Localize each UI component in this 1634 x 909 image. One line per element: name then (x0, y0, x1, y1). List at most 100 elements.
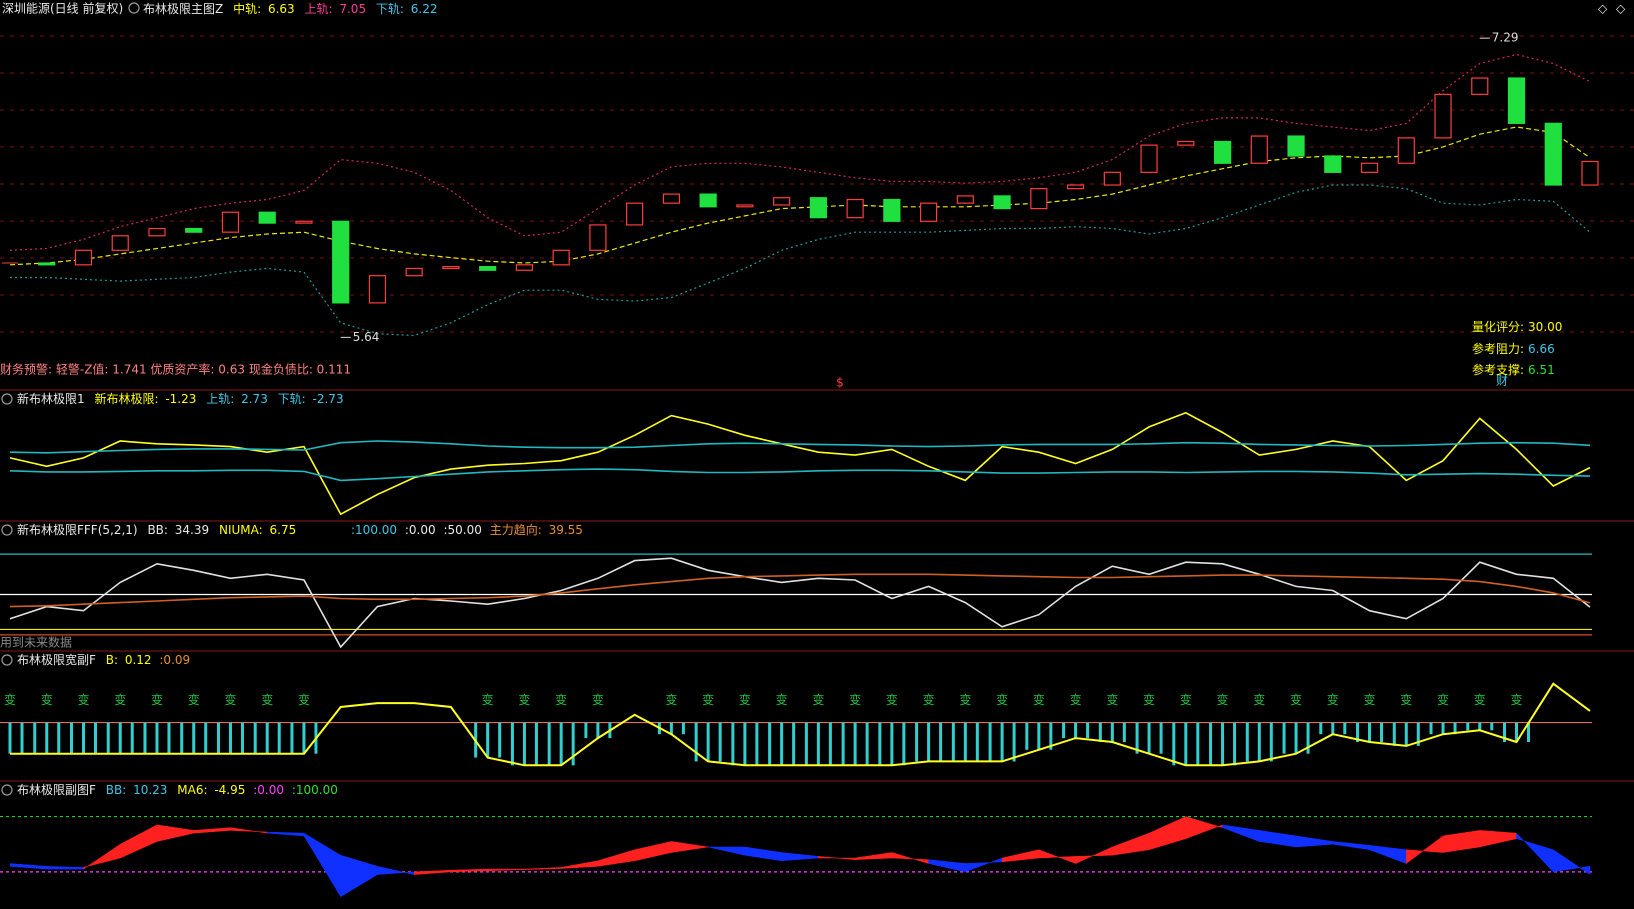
difference-area (340, 854, 378, 898)
width-bar (1147, 722, 1151, 754)
panel-legend: 布林极限宽副F B: 0.12 :0.09 (17, 652, 190, 667)
menu-icon[interactable] (1, 784, 13, 796)
width-bar (915, 722, 919, 762)
width-bar (706, 722, 710, 762)
candle (148, 227, 166, 237)
width-bar (792, 722, 796, 766)
width-bar (33, 722, 37, 754)
nav-arrow[interactable]: ◇ (1616, 2, 1626, 16)
width-bar (1049, 722, 1053, 750)
indicator-line (9, 411, 1591, 516)
change-marker: 变 (1327, 692, 1339, 707)
width-bar (743, 722, 747, 766)
candle (1250, 135, 1268, 164)
high-label: 7.29 (1492, 31, 1519, 45)
panel-title: 新布林极限FFF(5,2,1) (17, 522, 138, 537)
width-bar (571, 722, 575, 766)
legend-value: 34.39 (175, 523, 209, 537)
width-bar (216, 722, 220, 754)
width-bar (1515, 722, 1519, 742)
change-marker: 变 (1106, 692, 1118, 707)
width-bar (20, 722, 24, 754)
width-bar (1098, 722, 1102, 742)
difference-area (671, 841, 709, 853)
candle (993, 195, 1011, 210)
candle (442, 266, 460, 270)
width-bar (1159, 722, 1163, 754)
candle (1030, 188, 1048, 210)
width-bar (228, 722, 232, 754)
width-bar (1282, 722, 1286, 754)
change-marker: 变 (886, 692, 898, 707)
change-marker: 变 (1033, 692, 1045, 707)
width-bar (1392, 722, 1396, 746)
difference-area (524, 867, 562, 870)
width-bar (1012, 722, 1016, 762)
width-bar (1233, 722, 1237, 766)
panel-legend: 新布林极限FFF(5,2,1) BB: 34.39 NIUMA: 6.75 (17, 522, 296, 537)
width-bar (1331, 722, 1335, 735)
width-bar (1380, 722, 1384, 742)
width-bar (939, 722, 943, 762)
width-bar (277, 722, 281, 754)
menu-icon[interactable] (1, 654, 13, 666)
width-bar (510, 722, 514, 766)
change-marker: 变 (114, 692, 126, 707)
legend-label: B: (106, 653, 118, 667)
change-marker: 变 (1364, 692, 1376, 707)
width-bar (265, 722, 269, 754)
legend-value: :0.09 (159, 653, 190, 667)
legend-value: :100.00 (292, 783, 338, 797)
width-bar (1441, 722, 1445, 735)
nav-arrow[interactable]: ◇ (1598, 2, 1608, 16)
signal-marker: $ (836, 376, 844, 390)
panel-title: 新布林极限1 (17, 391, 85, 406)
info-line: 参考支撑: 6.51 (1472, 362, 1555, 377)
width-bar (118, 722, 122, 754)
width-bar (865, 722, 869, 766)
change-marker: 变 (776, 692, 788, 707)
indicator-line (9, 573, 1591, 608)
indicator-line (9, 557, 1591, 649)
difference-area (1442, 830, 1481, 853)
width-bar (1306, 722, 1310, 754)
legend-value: :100.00 (351, 523, 397, 537)
width-bar (1196, 722, 1200, 766)
change-marker: 变 (1511, 692, 1523, 707)
width-bar (1257, 722, 1261, 762)
menu-icon[interactable] (128, 2, 140, 14)
candle (1507, 77, 1526, 124)
candle (626, 202, 644, 226)
change-marker: 变 (482, 692, 494, 707)
legend-value: 39.55 (549, 523, 583, 537)
width-bar (902, 722, 906, 766)
width-bar (1269, 722, 1273, 762)
candle (1213, 140, 1232, 164)
change-marker: 变 (923, 692, 935, 707)
menu-icon[interactable] (1, 524, 13, 536)
info-label: 量化评分: (1472, 320, 1524, 334)
stock-name: 深圳能源(日线 前复权) (2, 1, 123, 16)
difference-area (156, 824, 194, 842)
candle (1066, 184, 1085, 190)
width-bar (1404, 722, 1408, 746)
menu-icon[interactable] (1, 393, 13, 405)
width-bar (302, 722, 306, 754)
width-bar (204, 722, 208, 754)
width-bar (1184, 722, 1188, 766)
change-marker: 变 (518, 692, 530, 707)
legend-value: :50.00 (443, 523, 481, 537)
difference-area (1038, 849, 1076, 864)
change-marker: 变 (4, 692, 16, 707)
candle (699, 193, 717, 208)
candle (883, 198, 901, 222)
change-marker: 变 (298, 692, 310, 707)
candle (662, 193, 680, 204)
width-bar (559, 722, 563, 766)
change-marker: 变 (959, 692, 971, 707)
difference-area (413, 869, 452, 875)
difference-area (266, 831, 305, 837)
legend-value: 6.75 (270, 523, 297, 537)
width-bar (130, 722, 134, 754)
change-marker: 变 (151, 692, 163, 707)
